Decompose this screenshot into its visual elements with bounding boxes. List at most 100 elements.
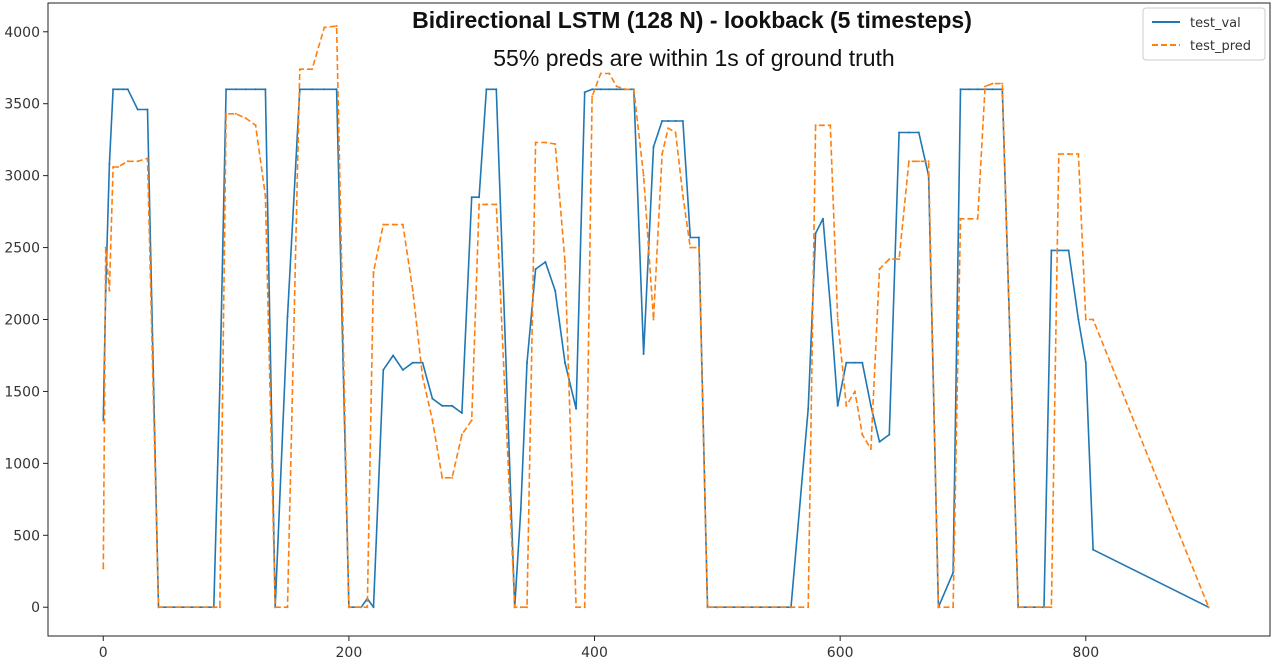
data-point-test-pred (347, 606, 350, 609)
data-point-test-val (829, 304, 832, 307)
data-point-test-val (959, 88, 962, 91)
data-point-test-val (878, 440, 881, 443)
y-tick-label: 2000 (4, 313, 40, 329)
data-point-test-pred (591, 95, 594, 98)
data-point-test-val (478, 196, 481, 199)
data-point-test-pred (157, 606, 160, 609)
data-point-test-pred (372, 271, 375, 273)
data-point-test-pred (323, 26, 326, 29)
data-point-test-pred (1067, 153, 1070, 156)
chart-title: Bidirectional LSTM (128 N) - lookback (5… (412, 7, 972, 33)
data-point-test-val (470, 196, 473, 199)
data-point-test-pred (460, 433, 463, 436)
data-point-test-pred (652, 318, 655, 321)
data-point-test-pred (519, 606, 522, 609)
x-tick-label: 600 (827, 645, 854, 661)
data-point-test-pred (853, 390, 856, 393)
x-tick-label: 800 (1072, 645, 1099, 661)
data-point-test-val (853, 361, 856, 364)
data-point-test-pred (845, 404, 848, 407)
data-point-test-val (411, 361, 414, 364)
data-point-test-val (460, 412, 463, 414)
y-tick-label: 1500 (4, 384, 40, 400)
data-point-test-pred (697, 246, 700, 249)
data-point-test-pred (485, 203, 488, 206)
data-point-test-val (286, 315, 289, 318)
data-point-test-pred (632, 88, 635, 91)
data-point-test-pred (674, 131, 677, 134)
data-point-test-pred (575, 606, 578, 609)
data-point-test-val (869, 404, 872, 407)
data-point-test-pred (681, 194, 684, 197)
data-point-test-val (652, 145, 655, 148)
data-point-test-val (661, 120, 664, 122)
data-point-test-pred (244, 117, 247, 120)
data-point-test-pred (136, 160, 139, 163)
y-tick-label: 500 (13, 528, 40, 544)
data-point-test-val (112, 88, 115, 91)
data-point-test-pred (366, 606, 369, 609)
data-point-test-val (968, 88, 971, 91)
y-tick-label: 0 (31, 600, 40, 616)
data-point-test-val (526, 361, 528, 364)
data-point-test-val (392, 354, 395, 357)
data-point-test-pred (937, 606, 940, 609)
data-point-test-val (1050, 249, 1053, 252)
data-point-test-val (136, 108, 139, 111)
data-point-test-val (372, 606, 375, 609)
y-tick-label: 4000 (4, 25, 40, 41)
data-point-test-pred (667, 127, 670, 130)
x-tick-label: 200 (336, 645, 363, 661)
data-point-test-val (104, 289, 107, 292)
data-point-test-val (861, 361, 864, 364)
data-point-test-pred (907, 160, 910, 163)
x-axis: 0 200 400 600 800 (99, 636, 1099, 661)
data-point-test-pred (583, 606, 586, 609)
data-point-test-pred (411, 289, 414, 292)
data-point-test-pred (1092, 318, 1095, 321)
data-point-test-val (697, 236, 700, 239)
data-point-test-pred (898, 258, 901, 261)
data-point-test-pred (104, 246, 107, 249)
data-point-test-pred (1084, 318, 1087, 321)
data-point-test-val (836, 404, 839, 407)
data-point-test-val (1077, 318, 1080, 321)
data-point-test-pred (451, 476, 454, 479)
data-point-test-val (431, 397, 434, 400)
data-point-test-pred (689, 246, 692, 249)
data-point-test-pred (298, 68, 301, 71)
data-point-test-pred (615, 85, 618, 88)
data-point-test-val (311, 88, 314, 91)
data-point-test-val (667, 120, 670, 122)
y-tick-label: 3000 (4, 169, 40, 185)
data-point-test-val (1092, 548, 1095, 551)
data-point-test-val (335, 88, 338, 91)
data-point-test-val (254, 88, 257, 91)
data-point-test-val (907, 131, 910, 134)
data-point-test-pred (108, 289, 111, 292)
data-point-test-val (544, 261, 547, 263)
data-point-test-pred (952, 606, 955, 609)
data-point-test-pred (470, 419, 473, 422)
data-point-test-pred (401, 223, 404, 226)
data-point-test-pred (335, 25, 338, 27)
data-point-test-pred (1077, 153, 1080, 156)
data-point-test-val (1084, 361, 1087, 364)
data-point-test-pred (642, 174, 645, 177)
data-point-test-pred (564, 261, 566, 263)
data-point-test-val (485, 88, 488, 91)
y-tick-label: 3500 (4, 97, 40, 113)
data-point-test-pred (421, 376, 424, 378)
data-point-test-pred (544, 141, 547, 144)
data-point-test-val (225, 88, 228, 91)
data-point-test-pred (513, 606, 516, 609)
data-point-test-pred (888, 258, 891, 261)
data-point-test-val (1067, 249, 1070, 252)
data-point-test-val (401, 368, 404, 371)
data-point-test-pred (392, 223, 395, 226)
data-point-test-val (519, 508, 522, 511)
data-point-test-val (681, 120, 684, 122)
data-point-test-pred (382, 223, 385, 226)
data-point-test-pred (254, 124, 257, 127)
